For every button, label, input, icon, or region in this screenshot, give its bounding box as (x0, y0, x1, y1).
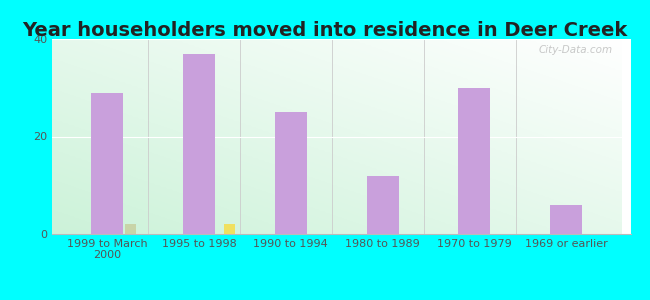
Bar (224, 224, 235, 234)
Bar (183, 54, 215, 234)
Bar (550, 205, 582, 234)
Bar (91, 93, 123, 234)
Text: City-Data.com: City-Data.com (539, 45, 613, 55)
Text: Year householders moved into residence in Deer Creek: Year householders moved into residence i… (22, 21, 628, 40)
Bar (458, 88, 491, 234)
Bar (367, 176, 398, 234)
Bar (275, 112, 307, 234)
Bar (125, 224, 136, 234)
